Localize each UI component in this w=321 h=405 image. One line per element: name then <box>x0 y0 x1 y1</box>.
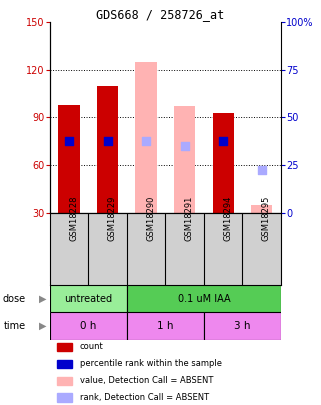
Text: GSM18291: GSM18291 <box>185 196 194 241</box>
Point <box>221 138 226 145</box>
Text: GSM18228: GSM18228 <box>69 196 78 241</box>
Text: 3 h: 3 h <box>234 321 251 331</box>
Text: value, Detection Call = ABSENT: value, Detection Call = ABSENT <box>80 376 213 385</box>
Bar <box>251 205 272 213</box>
Bar <box>204 312 281 339</box>
Bar <box>57 360 72 368</box>
Text: GSM18229: GSM18229 <box>108 196 117 241</box>
Text: untreated: untreated <box>64 294 112 304</box>
Bar <box>57 377 72 385</box>
Point <box>182 143 187 149</box>
Text: GSM18295: GSM18295 <box>262 196 271 241</box>
Text: GDS668 / 258726_at: GDS668 / 258726_at <box>96 8 225 21</box>
Bar <box>174 107 195 213</box>
Text: percentile rank within the sample: percentile rank within the sample <box>80 359 222 368</box>
Text: time: time <box>4 321 26 331</box>
Text: GSM18290: GSM18290 <box>146 196 155 241</box>
Bar <box>135 62 157 213</box>
Bar <box>213 113 234 213</box>
Text: 1 h: 1 h <box>157 321 174 331</box>
Text: GSM18294: GSM18294 <box>223 196 232 241</box>
Text: 0 h: 0 h <box>80 321 97 331</box>
Text: dose: dose <box>3 294 26 304</box>
Bar <box>58 105 80 213</box>
Text: 0.1 uM IAA: 0.1 uM IAA <box>178 294 230 304</box>
Bar <box>50 312 127 339</box>
Bar <box>50 285 127 312</box>
Point <box>143 138 149 145</box>
Text: count: count <box>80 342 104 351</box>
Bar <box>57 394 72 402</box>
Text: ▶: ▶ <box>39 321 47 331</box>
Point <box>66 138 72 145</box>
Bar <box>97 86 118 213</box>
Bar <box>57 343 72 351</box>
Point <box>105 138 110 145</box>
Text: rank, Detection Call = ABSENT: rank, Detection Call = ABSENT <box>80 393 209 402</box>
Text: ▶: ▶ <box>39 294 47 304</box>
Point <box>259 166 264 173</box>
Bar <box>127 312 204 339</box>
Bar <box>127 285 281 312</box>
